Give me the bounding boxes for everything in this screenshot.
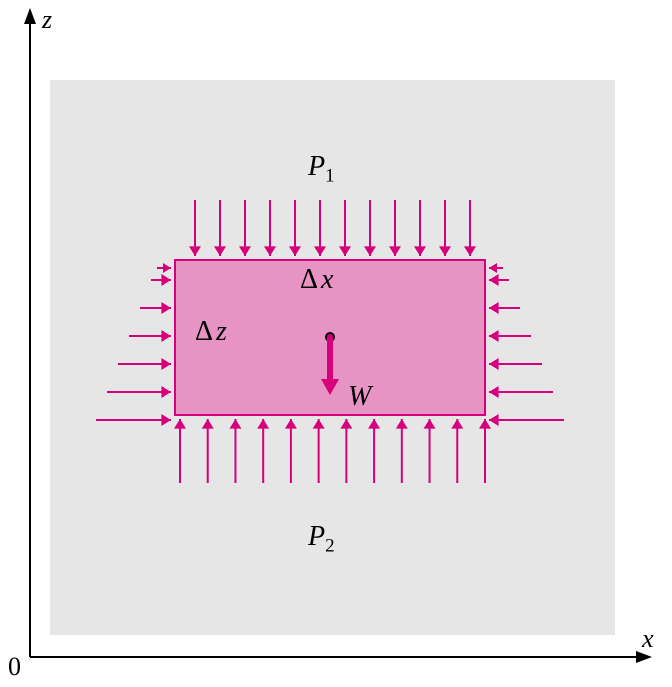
label-delta-z: Δz — [195, 316, 227, 347]
z-axis-label: z — [41, 5, 52, 34]
label-delta-x: Δx — [300, 264, 334, 295]
label-weight: W — [348, 381, 374, 412]
origin-label: 0 — [8, 652, 21, 681]
x-axis-label: x — [641, 624, 654, 653]
